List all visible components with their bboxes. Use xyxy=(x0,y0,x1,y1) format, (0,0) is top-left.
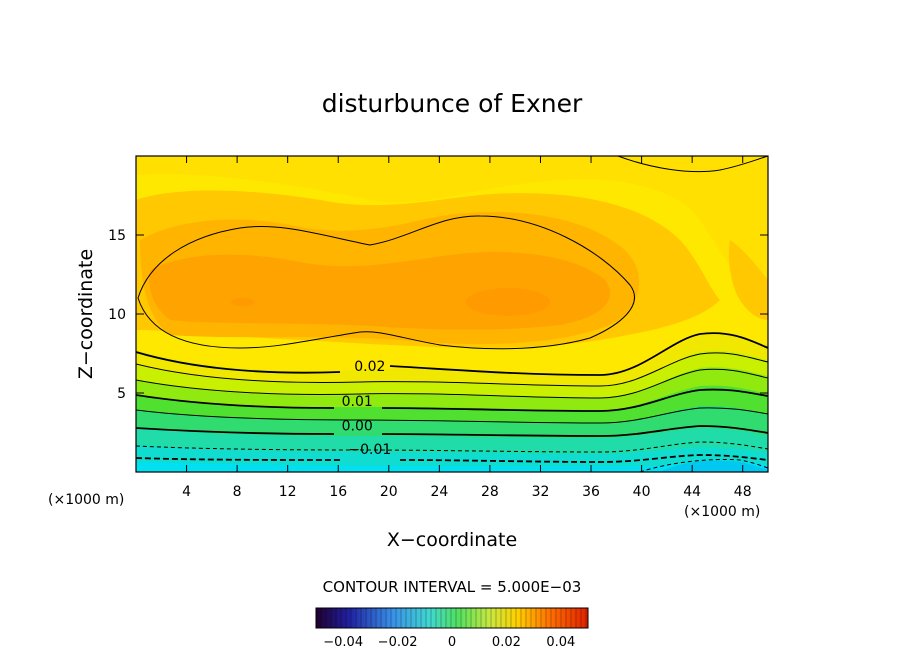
x-tick-label: 44 xyxy=(683,484,701,500)
x-tick-label: 24 xyxy=(430,484,448,500)
x-axis-label: X−coordinate xyxy=(387,529,517,551)
x-tick-label: 4 xyxy=(182,484,191,500)
x-tick-label: 16 xyxy=(329,484,347,500)
colorbar: −0.04 −0.02 0 0.02 0.04 xyxy=(315,607,589,650)
y-axis: 5 10 15 xyxy=(108,228,768,402)
x-tick-label: 32 xyxy=(532,484,550,500)
contour-interval: CONTOUR INTERVAL = 5.000E−03 xyxy=(323,578,582,596)
x-tick-label: 40 xyxy=(633,484,651,500)
x-tick-label: 48 xyxy=(734,484,752,500)
contour-lines xyxy=(136,156,768,472)
colorbar-tick-label: −0.02 xyxy=(378,635,418,650)
x-tick-label: 8 xyxy=(233,484,242,500)
contour-field xyxy=(136,156,768,472)
x-axis: 4 8 12 16 20 24 28 32 36 40 44 48 xyxy=(182,156,752,500)
chart-title: disturbunce of Exner xyxy=(322,89,583,118)
colorbar-tick-label: −0.04 xyxy=(323,635,363,650)
contour-label: 0.00 xyxy=(342,418,373,434)
x-tick-label: 36 xyxy=(582,484,600,500)
x-tick-label: 20 xyxy=(380,484,398,500)
colorbar-tick-label: 0 xyxy=(448,635,456,650)
x-axis-unit-right: (×1000 m) xyxy=(684,504,760,520)
colorbar-tick-label: 0.04 xyxy=(546,635,575,650)
y-tick-label: 5 xyxy=(117,386,126,402)
contour-label: −0.01 xyxy=(348,442,391,458)
x-tick-label: 28 xyxy=(481,484,499,500)
y-tick-label: 10 xyxy=(108,307,126,323)
contour-labels: 0.02 0.01 0.00 −0.01 xyxy=(342,359,392,458)
y-tick-label: 15 xyxy=(108,228,126,244)
x-tick-label: 12 xyxy=(279,484,297,500)
contour-label: 0.02 xyxy=(354,359,385,375)
colorbar-tick-label: 0.02 xyxy=(492,635,521,650)
y-axis-label: Z−coordinate xyxy=(75,249,97,379)
contour-label: 0.01 xyxy=(342,394,373,410)
x-axis-unit-left: (×1000 m) xyxy=(48,492,124,508)
